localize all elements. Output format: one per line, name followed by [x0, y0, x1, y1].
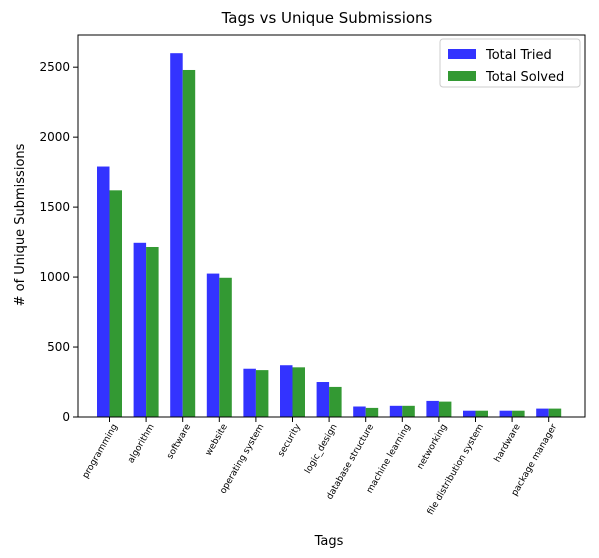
y-tick-label-0: 0 — [62, 410, 70, 424]
bar-solved-11 — [512, 410, 525, 417]
bar-solved-8 — [402, 405, 415, 417]
bar-tried-11 — [499, 410, 513, 417]
bar-tried-1 — [133, 242, 147, 417]
legend-label-0: Total Tried — [485, 48, 552, 63]
y-axis-title: # of Unique Submissions — [13, 143, 28, 306]
bar-solved-6 — [329, 386, 342, 417]
bar-tried-3 — [206, 273, 220, 417]
bar-tried-12 — [536, 408, 549, 417]
bar-solved-1 — [146, 246, 159, 417]
bar-solved-12 — [548, 408, 562, 417]
bar-tried-2 — [170, 53, 183, 417]
x-tick-label-11: hardware — [493, 422, 523, 464]
bar-solved-7 — [365, 407, 379, 417]
bar-solved-4 — [255, 370, 269, 417]
bar-solved-0 — [109, 190, 122, 417]
y-tick-label-4: 2000 — [39, 130, 70, 144]
y-tick-label-1: 500 — [47, 340, 70, 354]
x-tick-label-5: security — [276, 422, 303, 459]
bar-tried-0 — [97, 166, 110, 417]
y-axis: 0 500 1000 1500 2000 2500 — [39, 60, 78, 424]
x-axis-title: Tags — [314, 534, 344, 549]
y-tick-label-5: 2500 — [39, 60, 70, 74]
x-tick-label-2: software — [165, 422, 193, 461]
x-tick-label-9: networking — [416, 423, 450, 472]
legend-swatch-0 — [448, 49, 476, 59]
y-tick-label-2: 1000 — [39, 270, 70, 284]
bar-solved-9 — [438, 401, 452, 417]
bar-solved-2 — [182, 69, 196, 417]
bar-solved-3 — [219, 277, 232, 417]
legend-swatch-1 — [448, 71, 476, 81]
legend-label-1: Total Solved — [485, 70, 564, 85]
plot-frame — [77, 34, 586, 418]
bar-solved-5 — [292, 367, 305, 417]
x-tick-label-3: website — [204, 422, 230, 458]
bar-tried-9 — [426, 400, 439, 417]
bar-tried-10 — [463, 410, 476, 417]
bar-tried-4 — [243, 368, 256, 417]
x-tick-label-0: programming — [81, 423, 120, 481]
bar-tried-8 — [389, 405, 403, 417]
bars-layer — [97, 53, 562, 417]
bar-tried-6 — [316, 382, 330, 417]
bar-tried-7 — [353, 406, 366, 417]
bar-solved-10 — [475, 410, 488, 417]
chart-title: Tags vs Unique Submissions — [221, 9, 433, 27]
x-axis: programming algorithm software websiteopera… — [81, 417, 559, 517]
bar-tried-5 — [280, 365, 293, 417]
x-tick-label-1: algorithm — [126, 423, 156, 466]
x-tick-label-6: logic_design — [303, 423, 339, 476]
legend: Total Tried Total Solved — [439, 38, 581, 88]
y-tick-label-3: 1500 — [39, 200, 70, 214]
